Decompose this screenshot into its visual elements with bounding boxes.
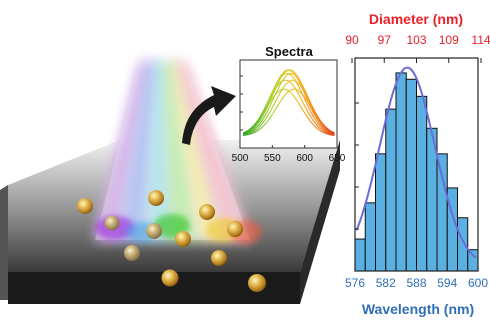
diameter-tick-label: 114 — [471, 33, 490, 47]
histogram-bar — [457, 217, 469, 272]
histogram: Diameter (nm) 90 97 103 109 114 576 582 588 594… — [345, 11, 490, 317]
spectra-x-tick-label: 500 — [232, 153, 249, 164]
histogram-bar — [467, 249, 479, 272]
wavelength-tick-label: 582 — [376, 276, 396, 290]
spectrum-curve — [243, 88, 335, 136]
nanoparticle — [146, 223, 162, 239]
nanoparticle — [248, 274, 266, 292]
diameter-axis-label: Diameter (nm) — [369, 11, 463, 27]
nanoparticle — [124, 245, 140, 261]
histogram-bar — [395, 72, 407, 272]
histogram-bar — [354, 238, 366, 272]
wavelength-tick-label: 600 — [468, 276, 488, 290]
diameter-tick-label: 90 — [345, 33, 359, 47]
spectra-curves — [242, 69, 335, 136]
diameter-tick-label: 103 — [406, 33, 426, 47]
spectra-x-tick-label: 600 — [296, 153, 313, 164]
spectra-title: Spectra — [265, 44, 313, 59]
histogram-bar — [416, 95, 428, 272]
nanoparticle — [211, 250, 227, 266]
diameter-tick-label: 109 — [439, 33, 459, 47]
nanoparticle — [175, 231, 191, 247]
histogram-bar — [436, 153, 448, 272]
nanoparticle — [77, 198, 93, 214]
wavelength-tick-label: 576 — [345, 276, 365, 290]
wavelength-axis-label: Wavelength (nm) — [362, 301, 474, 317]
spectra-x-axis: 500 550 600 650 — [232, 75, 346, 164]
wavelength-axis-ticks: 576 582 588 594 600 — [345, 266, 488, 290]
diameter-tick-label: 97 — [378, 33, 392, 47]
nanoparticles — [77, 190, 266, 292]
curved-arrow-icon — [182, 86, 236, 145]
wavelength-tick-label: 594 — [437, 276, 457, 290]
nanoparticle — [104, 215, 120, 231]
nanoparticle — [161, 269, 179, 287]
wavelength-tick-label: 588 — [406, 276, 426, 290]
diameter-axis-ticks: 90 97 103 109 114 — [345, 33, 490, 63]
nanoparticle — [148, 190, 164, 206]
spectra-frame — [239, 59, 338, 149]
histogram-bar — [385, 108, 397, 272]
histogram-bar — [405, 78, 417, 272]
gaussian-fit-curve — [355, 66, 477, 259]
histogram-bar — [375, 153, 387, 272]
spectra-inset: Spectra 500 550 600 650 — [232, 44, 346, 164]
nanoparticle — [199, 204, 215, 220]
histogram-frame-ticks — [355, 102, 359, 230]
histogram-bars — [354, 72, 479, 272]
nanoparticle — [227, 221, 243, 237]
spectra-x-tick-label: 550 — [264, 153, 281, 164]
spectra-x-tick-label: 650 — [329, 153, 346, 164]
histogram-bar — [364, 202, 376, 272]
